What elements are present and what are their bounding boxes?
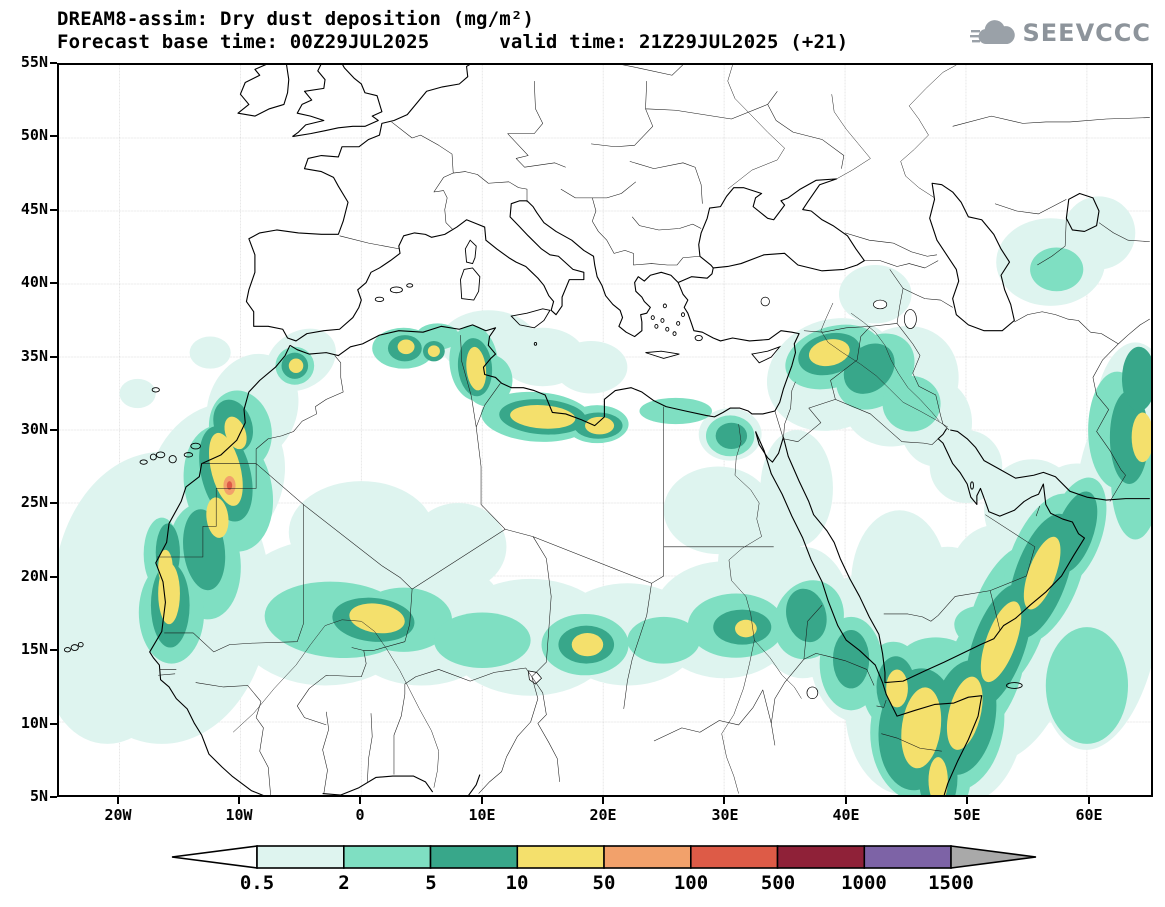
x-axis-label: 20W [104,806,132,824]
y-axis-label: 35N [20,347,48,365]
colorbar [171,845,1037,869]
colorbar-arrow-low [171,845,258,869]
colorbar-label: 50 [592,872,616,894]
colorbar-cell [256,845,345,869]
colorbar-cell [603,845,692,869]
y-axis-label: 15N [20,640,48,658]
seevccc-logo: SEEVCCC [969,18,1152,48]
y-axis-label: 25N [20,493,48,511]
colorbar-label: 0.5 [239,872,275,894]
x-axis-label: 10E [468,806,496,824]
colorbar-label: 500 [760,872,796,894]
figure-subtitle: Forecast base time: 00Z29JUL2025 valid t… [57,31,849,53]
x-axis-label: 40E [832,806,860,824]
colorbar-cell [429,845,519,869]
country-borders [157,65,1150,795]
rivers [233,65,956,794]
map-canvas [59,65,1151,795]
colorbar-label: 2 [338,872,350,894]
x-axis-label: 60E [1075,806,1103,824]
y-axis-label: 50N [20,126,48,144]
colorbar-label: 5 [425,872,437,894]
cloud-icon [969,20,1015,44]
colorbar-arrow-high [950,845,1037,869]
colorbar-label: 1500 [928,872,974,894]
colorbar-cell [776,845,866,869]
y-axis-label: 45N [20,200,48,218]
y-axis-label: 55N [20,53,48,71]
lakes [528,297,916,699]
x-axis-label: 10W [225,806,253,824]
x-axis-label: 30E [711,806,739,824]
colorbar-cell [516,845,605,869]
x-axis-label: 20E [589,806,617,824]
x-axis-label: 50E [953,806,981,824]
colorbar-label: 10 [505,872,529,894]
y-axis-label: 40N [20,273,48,291]
x-axis-label: 0 [355,806,365,824]
y-axis-label: 5N [29,787,48,805]
colorbar-label: 1000 [841,872,887,894]
map-frame [57,63,1153,797]
dust-layer-100-500 [226,481,233,490]
islands [64,240,1022,688]
colorbar-label: 100 [673,872,709,894]
dust-layer-10-50 [158,339,1151,795]
colorbar-cell [863,845,952,869]
colorbar-cell [689,845,779,869]
y-axis-label: 30N [20,420,48,438]
coastlines [150,65,1150,795]
y-axis-label: 20N [20,567,48,585]
y-axis-label: 10N [20,714,48,732]
logo-text: SEEVCCC [1022,19,1151,47]
figure-title: DREAM8-assim: Dry dust deposition (mg/m²… [57,8,535,30]
colorbar-cell [342,845,432,869]
